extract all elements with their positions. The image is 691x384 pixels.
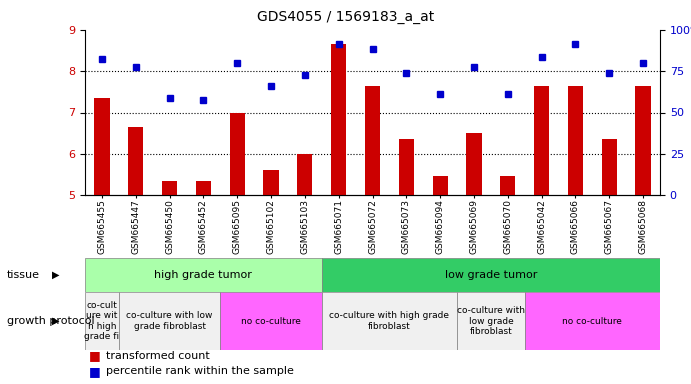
- Bar: [433, 176, 448, 195]
- Bar: [263, 170, 278, 195]
- Text: co-culture with low
grade fibroblast: co-culture with low grade fibroblast: [126, 311, 213, 331]
- Bar: [162, 180, 177, 195]
- Text: co-culture with high grade
fibroblast: co-culture with high grade fibroblast: [330, 311, 449, 331]
- Text: ▶: ▶: [52, 270, 59, 280]
- Bar: [128, 127, 143, 195]
- Text: ▶: ▶: [52, 316, 59, 326]
- Text: co-culture with
low grade
fibroblast: co-culture with low grade fibroblast: [457, 306, 525, 336]
- Text: percentile rank within the sample: percentile rank within the sample: [106, 366, 294, 376]
- Bar: [322, 292, 457, 350]
- Bar: [331, 45, 346, 195]
- Bar: [119, 292, 220, 350]
- Bar: [365, 86, 380, 195]
- Text: high grade tumor: high grade tumor: [155, 270, 252, 280]
- Bar: [524, 292, 660, 350]
- Bar: [229, 113, 245, 195]
- Bar: [94, 98, 109, 195]
- Text: ■: ■: [88, 365, 100, 378]
- Bar: [568, 86, 583, 195]
- Bar: [85, 258, 322, 292]
- Text: GDS4055 / 1569183_a_at: GDS4055 / 1569183_a_at: [257, 10, 434, 23]
- Bar: [322, 258, 660, 292]
- Text: co-cult
ure wit
h high
grade fi: co-cult ure wit h high grade fi: [84, 301, 120, 341]
- Bar: [636, 86, 651, 195]
- Text: tissue: tissue: [7, 270, 40, 280]
- Bar: [602, 139, 617, 195]
- Bar: [500, 176, 515, 195]
- Bar: [457, 292, 524, 350]
- Bar: [534, 86, 549, 195]
- Text: no co-culture: no co-culture: [562, 316, 623, 326]
- Bar: [220, 292, 322, 350]
- Text: no co-culture: no co-culture: [241, 316, 301, 326]
- Bar: [297, 154, 312, 195]
- Bar: [466, 133, 482, 195]
- Text: ■: ■: [88, 349, 100, 362]
- Text: transformed count: transformed count: [106, 351, 209, 361]
- Text: growth protocol: growth protocol: [7, 316, 95, 326]
- Bar: [85, 292, 119, 350]
- Text: low grade tumor: low grade tumor: [445, 270, 537, 280]
- Bar: [399, 139, 414, 195]
- Bar: [196, 180, 211, 195]
